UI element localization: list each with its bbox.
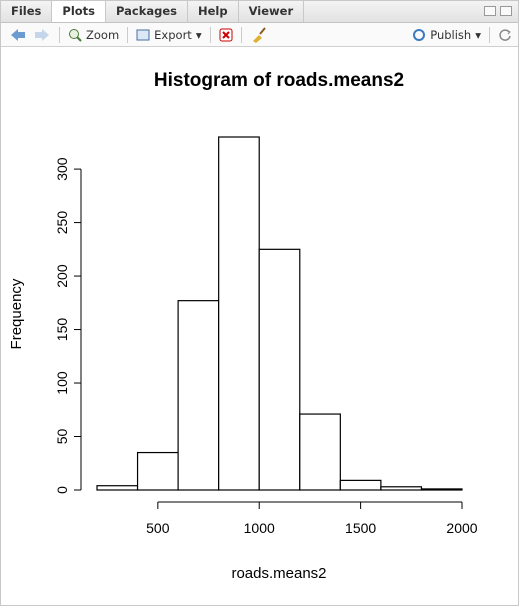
x-tick-label: 1000 — [244, 520, 275, 536]
chart-title: Histogram of roads.means2 — [154, 70, 404, 91]
tab-bar: Files Plots Packages Help Viewer — [1, 1, 518, 23]
export-button[interactable]: Export ▾ — [136, 27, 202, 42]
window-controls — [484, 6, 512, 16]
maximize-button[interactable] — [500, 6, 512, 16]
export-icon — [136, 29, 150, 40]
separator — [127, 26, 129, 43]
y-tick-label: 0 — [54, 486, 70, 494]
plot-area: Histogram of roads.means2 roads.means2 F… — [8, 70, 478, 582]
separator — [59, 26, 60, 43]
minimize-button[interactable] — [484, 6, 496, 16]
bar — [258, 248, 301, 491]
y-tick-label: 200 — [54, 264, 70, 288]
x-tick-label: 2000 — [446, 520, 477, 536]
clear-plots-button[interactable] — [250, 26, 266, 43]
zoom-button[interactable]: Zoom — [68, 28, 119, 42]
x-tick-label: 500 — [146, 520, 170, 536]
bar — [299, 413, 341, 491]
bar — [136, 451, 179, 491]
publish-button[interactable]: Publish ▾ — [412, 28, 481, 42]
separator — [489, 26, 490, 43]
x-tick-label: 1500 — [345, 520, 376, 536]
x-axis-title: roads.means2 — [231, 565, 326, 582]
y-tick-label: 100 — [54, 371, 70, 395]
tab[interactable]: Packages — [106, 1, 188, 22]
dropdown-arrow: ▾ — [475, 27, 481, 42]
export-label: Export — [154, 27, 192, 42]
tab[interactable]: Help — [188, 1, 239, 22]
back-button[interactable] — [9, 28, 27, 42]
zoom-icon — [69, 28, 82, 42]
toolbar: Zoom Export ▾ Publish ▾ — [1, 23, 518, 47]
separator — [209, 26, 211, 43]
bar — [218, 136, 260, 491]
refresh-button[interactable] — [498, 28, 512, 42]
bar — [96, 485, 139, 491]
remove-plot-button[interactable] — [219, 28, 233, 42]
tab[interactable]: Viewer — [239, 1, 305, 22]
y-tick-label: 150 — [54, 318, 70, 342]
zoom-label: Zoom — [86, 27, 120, 42]
y-tick-label: 250 — [54, 211, 70, 235]
bar — [420, 488, 463, 491]
bar — [177, 300, 220, 491]
forward-button[interactable] — [33, 28, 51, 42]
y-tick-label: 300 — [54, 157, 70, 181]
y-tick-label: 50 — [54, 429, 70, 445]
bar — [380, 486, 423, 491]
tab[interactable]: Plots — [52, 1, 107, 22]
publish-label: Publish — [430, 27, 472, 42]
publish-icon — [413, 28, 426, 41]
tab[interactable]: Files — [1, 1, 53, 22]
y-axis-title: Frequency — [8, 278, 25, 349]
dropdown-arrow: ▾ — [195, 27, 202, 42]
separator — [240, 26, 242, 43]
bar — [339, 479, 382, 491]
